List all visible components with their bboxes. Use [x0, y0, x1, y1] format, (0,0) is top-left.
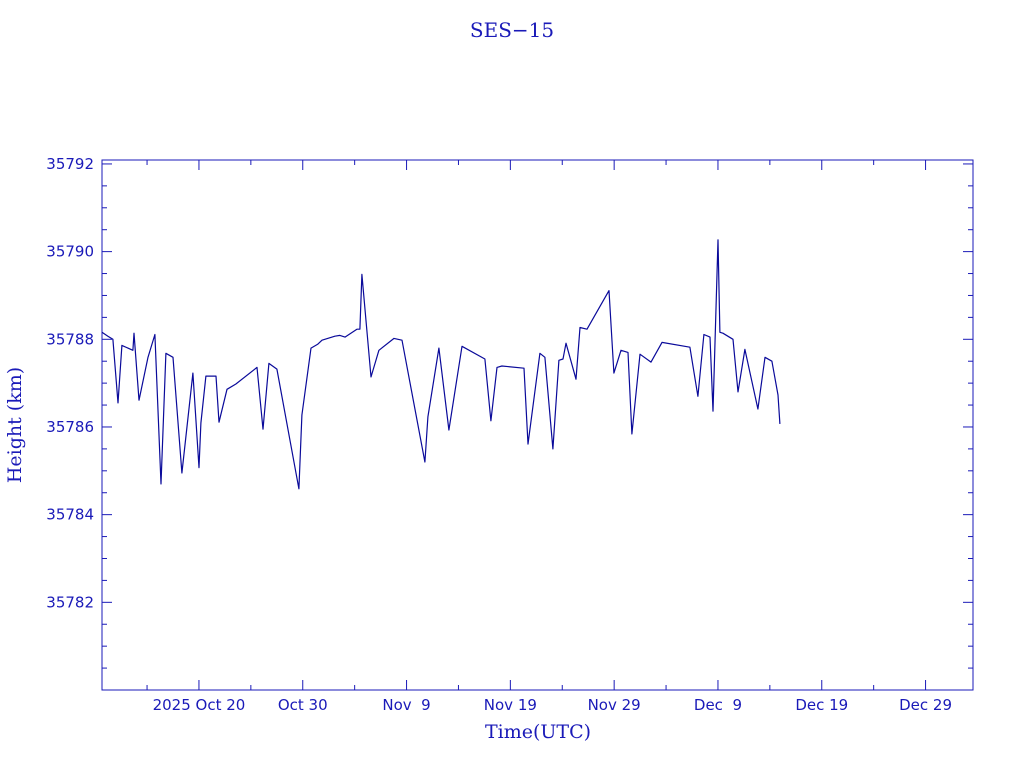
y-tick-label: 35790	[46, 243, 94, 261]
x-tick-label: 2025 Oct 20	[153, 696, 246, 714]
x-tick-label: Nov 19	[484, 696, 537, 714]
y-tick-label: 35786	[46, 418, 94, 436]
x-axis-title: Time(UTC)	[485, 721, 591, 743]
x-tick-label: Oct 30	[278, 696, 328, 714]
x-tick-labels: 2025 Oct 20 Oct 30 Nov 9 Nov 19 Nov 29 Dec 9 D…	[153, 696, 952, 714]
y-tick-labels: 35782 35784 35786 35788 35790 35792	[46, 155, 94, 611]
y-tick-label: 35782	[46, 593, 94, 611]
x-tick-label: Dec 29	[899, 696, 952, 714]
axis-ticks	[102, 160, 973, 691]
y-tick-label: 35784	[46, 506, 94, 524]
x-tick-label: Nov 29	[588, 696, 641, 714]
y-axis-title: Height (km)	[4, 367, 26, 483]
y-tick-label: 35788	[46, 330, 94, 348]
y-tick-label: 35792	[46, 155, 94, 173]
x-tick-label: Dec 19	[795, 696, 848, 714]
height-series-line	[101, 239, 781, 490]
chart-title: SES−15	[470, 18, 554, 42]
x-tick-label: Dec 9	[694, 696, 742, 714]
x-tick-label: Nov 9	[382, 696, 430, 714]
plot-frame	[101, 159, 974, 691]
